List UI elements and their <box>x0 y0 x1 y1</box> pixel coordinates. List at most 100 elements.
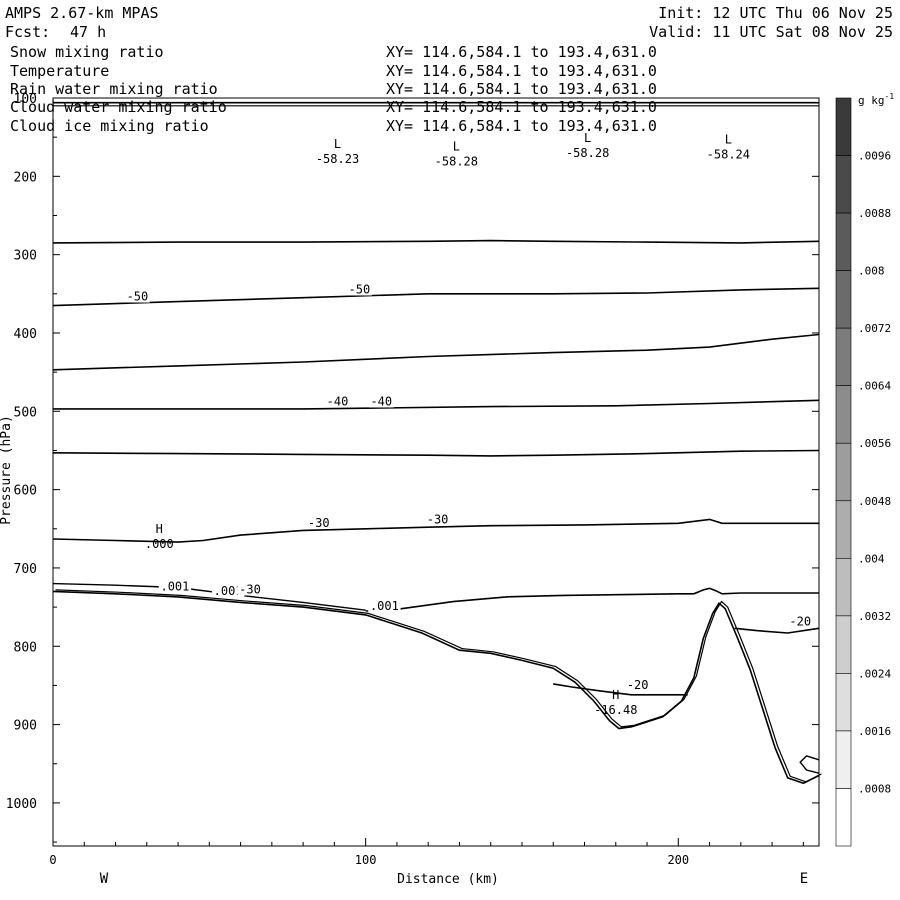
extremum-value: -58.24 <box>707 148 750 162</box>
contour-label: .001 <box>214 584 243 598</box>
y-tick-label: 900 <box>14 719 37 734</box>
x-axis-title: Distance (km) <box>397 872 499 887</box>
colorbar-tick-label: .0024 <box>858 667 891 680</box>
y-tick-label: 400 <box>14 327 37 342</box>
colorbar-band <box>835 730 852 789</box>
low-marker: L <box>334 137 341 151</box>
contour-label-bg <box>368 394 394 408</box>
high-marker: H <box>156 522 163 536</box>
x-tick-label: 0 <box>49 853 56 867</box>
colorbar-band <box>835 97 852 156</box>
low-marker: L <box>584 131 591 145</box>
contour-label-bg <box>125 289 150 303</box>
y-tick-label: 800 <box>14 640 37 655</box>
high-marker: H <box>612 688 619 702</box>
colorbar-tick-label: .0096 <box>858 150 891 163</box>
contour-label-bg <box>425 512 450 526</box>
y-tick-label: 700 <box>14 562 37 577</box>
valid-time: Valid: 11 UTC Sat 08 Nov 25 <box>649 23 893 41</box>
isotherm-line <box>52 287 820 307</box>
init-time: Init: 12 UTC Thu 06 Nov 25 <box>658 4 893 22</box>
field-name: Cloud ice mixing ratio <box>10 117 209 135</box>
y-tick-label: 1000 <box>6 797 37 812</box>
field-name: Cloud water mixing ratio <box>10 98 227 116</box>
colorbar-tick-label: .0032 <box>858 610 891 623</box>
contour-label-bg <box>158 579 192 593</box>
contour-label-bg <box>211 584 245 598</box>
colorbar-band <box>835 500 852 559</box>
colorbar-tick-label: .0064 <box>858 380 891 393</box>
extremum-value: .000 <box>145 537 174 551</box>
contour-label: -20 <box>627 678 649 692</box>
x-tick-label: 100 <box>355 853 377 867</box>
extremum-value: -58.28 <box>435 155 478 169</box>
terrain-line-inner <box>55 589 822 783</box>
field-range: XY= 114.6,584.1 to 193.4,631.0 <box>386 43 657 61</box>
forecast-value: 47 h <box>70 23 106 41</box>
contour-label-bg <box>325 394 350 408</box>
colorbar-band <box>835 788 852 847</box>
isotherm-line <box>553 683 688 696</box>
colorbar-band <box>835 270 852 329</box>
east-label: E <box>800 871 808 887</box>
x-tick-label: 200 <box>667 853 689 867</box>
low-marker: L <box>725 133 732 147</box>
y-tick-label: 100 <box>14 92 37 107</box>
colorbar-band <box>835 673 852 732</box>
colorbar-unit: g kg-1 <box>858 92 894 107</box>
colorbar-band <box>835 212 852 271</box>
isotherm-line <box>53 399 820 410</box>
field-range: XY= 114.6,584.1 to 193.4,631.0 <box>386 98 657 116</box>
colorbar-band <box>835 385 852 444</box>
isotherm-line <box>52 449 820 457</box>
extremum-value: -58.28 <box>566 146 609 160</box>
extremum-value: -58.23 <box>316 152 359 166</box>
colorbar-band <box>835 558 852 617</box>
field-name: Snow mixing ratio <box>10 43 164 61</box>
contour-label: -40 <box>370 394 392 408</box>
colorbar-tick-label: .0048 <box>858 495 891 508</box>
contour-label-bg <box>368 598 401 612</box>
terrain-loop <box>799 755 820 774</box>
contour-lines <box>52 101 820 696</box>
colorbar: .0096 .0088 .008 .0072 .0064 .0056 .0048 .004 .0… <box>835 97 891 847</box>
colorbar-tick-label: .0056 <box>858 437 891 450</box>
surface-contour <box>52 582 366 611</box>
isotherm-line <box>734 627 820 634</box>
contour-label: -50 <box>349 282 371 296</box>
colorbar-tick-label: .008 <box>858 265 885 278</box>
isotherm-line <box>52 518 819 543</box>
field-name: Temperature <box>10 62 109 80</box>
field-range: XY= 114.6,584.1 to 193.4,631.0 <box>386 62 657 80</box>
extremum-value: -16.48 <box>594 703 637 717</box>
y-tick-label: 600 <box>14 484 37 499</box>
contour-label-bg <box>347 282 372 296</box>
colorbar-band <box>835 615 852 674</box>
colorbar-tick-label: .0088 <box>858 207 891 220</box>
field-range: XY= 114.6,584.1 to 193.4,631.0 <box>386 80 657 98</box>
model-title: AMPS 2.67-km MPAS <box>5 4 159 22</box>
contour-label: -30 <box>239 582 261 596</box>
y-tick-label: 200 <box>14 170 37 185</box>
contour-label: -50 <box>127 290 149 304</box>
isotherm-line <box>52 333 820 371</box>
colorbar-tick-label: .0072 <box>858 322 891 335</box>
contour-labels: .001.001-30.001-50-50-40 -40-30 -30-20-20 <box>125 282 813 692</box>
forecast-label: Fcst: <box>5 23 50 41</box>
contour-label-bg <box>787 614 813 628</box>
isotherm-line <box>52 239 820 244</box>
terrain-outline <box>52 582 822 785</box>
colorbar-tick-label: .004 <box>858 552 885 565</box>
x-axis: 0 100 200 <box>49 838 804 867</box>
low-marker: L <box>453 140 460 154</box>
isotherm-line <box>365 587 819 612</box>
y-tick-label: 500 <box>14 405 37 420</box>
contour-label: .001 <box>370 599 399 613</box>
colorbar-band <box>835 155 852 214</box>
colorbar-band <box>835 442 852 502</box>
colorbar-tick-label: .0016 <box>858 725 891 738</box>
y-axis-title: Pressure (hPa) <box>0 415 14 525</box>
west-label: W <box>100 871 109 887</box>
